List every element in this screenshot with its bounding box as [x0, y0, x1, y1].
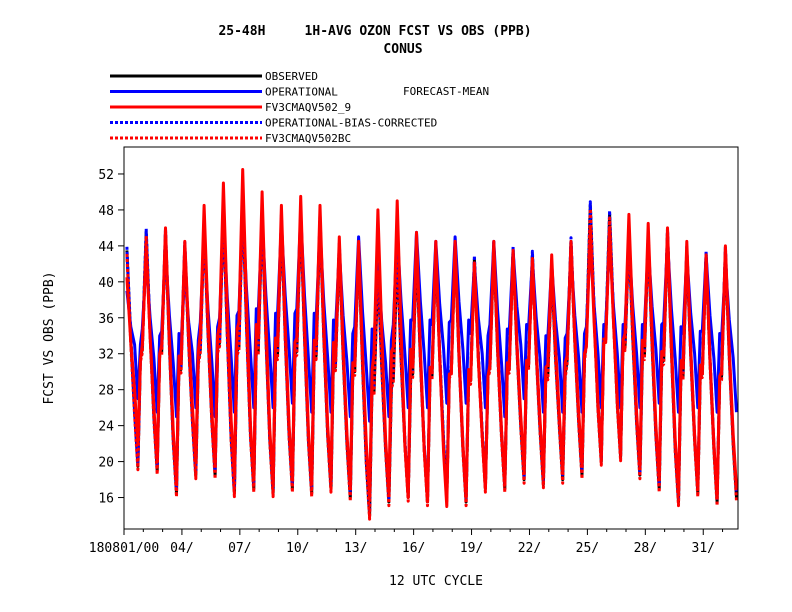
- x-tick-label: 180801/00: [89, 541, 159, 556]
- x-tick-label: 04/: [170, 541, 193, 556]
- y-tick-label: 20: [98, 456, 114, 471]
- legend-forecast-mean: FORECAST-MEAN: [403, 85, 489, 98]
- plot-frame: [123, 146, 739, 530]
- legend-label: OPERATIONAL-BIAS-CORRECTED: [265, 117, 437, 130]
- plot-area: [125, 168, 738, 521]
- y-tick-label: 36: [98, 312, 114, 327]
- y-tick-label: 28: [98, 384, 114, 399]
- y-tick-label: 48: [98, 204, 114, 219]
- legend-label: FV3CMAQV502BC: [265, 132, 351, 145]
- x-tick-label: 13/: [344, 541, 367, 556]
- y-tick-label: 52: [98, 168, 114, 183]
- x-tick-label: 16/: [402, 541, 425, 556]
- y-tick-label: 40: [98, 276, 114, 291]
- chart-title: 25-48H 1H-AVG OZON FCST VS OBS (PPB): [218, 24, 531, 39]
- x-tick-label: 31/: [692, 541, 715, 556]
- legend-label: FV3CMAQV502_9: [265, 101, 351, 114]
- legend-label: OPERATIONAL: [265, 86, 338, 99]
- y-axis: 16 20 24 28 32 36 40 44 48 52: [98, 168, 124, 507]
- y-tick-label: 16: [98, 492, 114, 507]
- x-tick-label: 25/: [576, 541, 599, 556]
- legend-label: OBSERVED: [265, 70, 318, 83]
- x-axis: 180801/00 04/07/10/13/16/19/22/25/28/31/: [89, 529, 724, 556]
- x-tick-label: 28/: [634, 541, 657, 556]
- series-line-fv3cmaqv502bc: [125, 203, 738, 521]
- y-axis-label: FCST VS OBS (PPB): [42, 271, 57, 404]
- chart-subtitle: CONUS: [383, 42, 422, 57]
- y-tick-label: 44: [98, 240, 114, 255]
- legend: OBSERVED OPERATIONAL FV3CMAQV502_9 OPERATIO…: [110, 70, 437, 145]
- x-tick-label: 22/: [518, 541, 541, 556]
- x-tick-label: 19/: [460, 541, 483, 556]
- y-tick-label: 24: [98, 420, 114, 435]
- x-tick-label: 07/: [228, 541, 251, 556]
- x-axis-label: 12 UTC CYCLE: [389, 574, 483, 589]
- y-tick-label: 32: [98, 348, 114, 363]
- x-tick-label: 10/: [286, 541, 309, 556]
